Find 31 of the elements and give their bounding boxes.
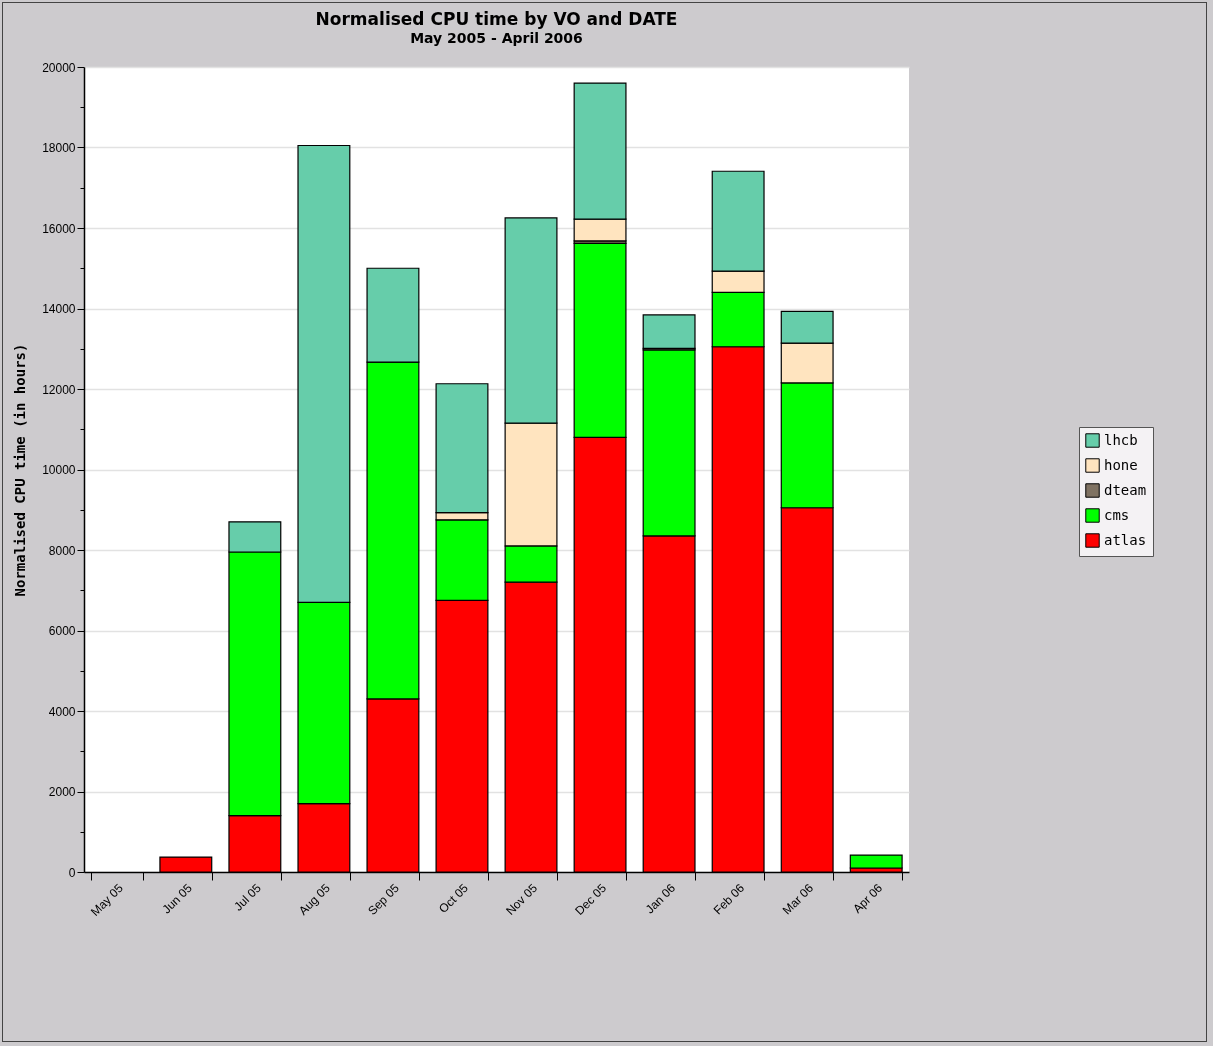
x-tick-label: Apr 06 bbox=[850, 880, 886, 916]
x-tick-label: Dec 05 bbox=[572, 880, 610, 918]
y-tick-label: 8000 bbox=[48, 543, 76, 558]
y-tick-label: 2000 bbox=[48, 785, 76, 799]
chart-title: Normalised CPU time by VO and DATE bbox=[315, 9, 678, 29]
y-tick-label: 6000 bbox=[48, 624, 76, 638]
x-tick-label: Mar 06 bbox=[779, 880, 817, 918]
x-tick-label: Jun 05 bbox=[159, 880, 196, 917]
y-tick-label: 20000 bbox=[42, 60, 76, 75]
y-axis-title: Normalised CPU time (in hours) bbox=[12, 343, 29, 597]
y-tick-label: 18000 bbox=[42, 141, 76, 155]
y-tick-label: 14000 bbox=[42, 302, 76, 316]
legend-label: cms bbox=[1104, 506, 1130, 523]
x-tick-label: Nov 05 bbox=[503, 880, 541, 918]
x-tick-label: Oct 05 bbox=[436, 880, 472, 916]
x-tick-label: May 05 bbox=[88, 880, 126, 919]
legend-label: lhcb bbox=[1104, 431, 1138, 448]
x-tick-label: Feb 06 bbox=[710, 880, 748, 918]
y-tick-label: 12000 bbox=[42, 382, 76, 397]
y-tick-label: 10000 bbox=[42, 463, 76, 477]
chart-subtitle: May 2005 - April 2006 bbox=[410, 30, 583, 46]
legend-label: atlas bbox=[1104, 531, 1147, 548]
legend-label: hone bbox=[1104, 456, 1138, 473]
y-tick-label: 16000 bbox=[42, 221, 76, 236]
y-tick-label: 0 bbox=[68, 865, 76, 880]
x-tick-label: Jul 05 bbox=[231, 880, 265, 914]
x-tick-label: Jan 06 bbox=[642, 880, 679, 917]
legend-label: dteam bbox=[1104, 481, 1147, 498]
x-tick-label: Aug 05 bbox=[296, 880, 334, 918]
x-tick-label: Sep 05 bbox=[365, 880, 403, 918]
y-tick-label: 4000 bbox=[48, 704, 76, 719]
